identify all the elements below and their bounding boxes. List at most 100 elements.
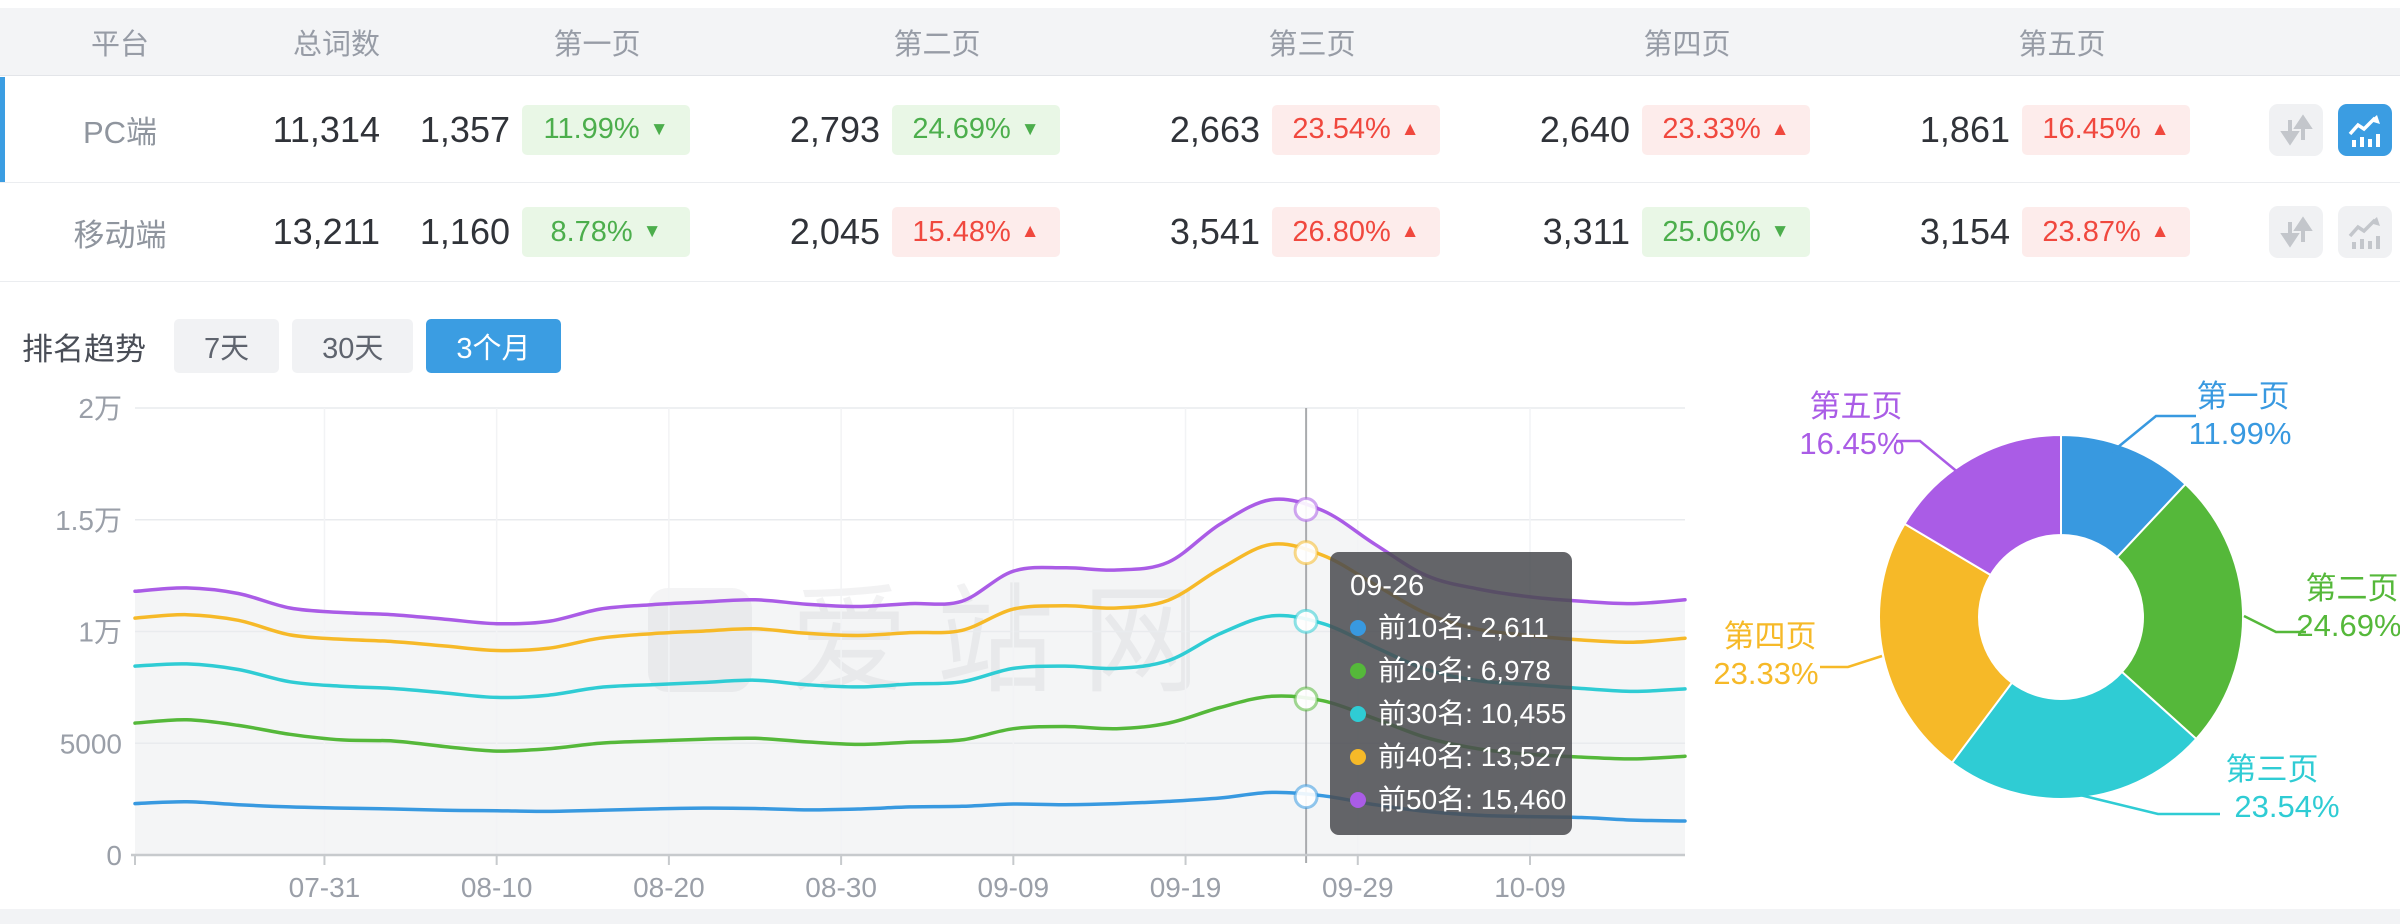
sort-button[interactable] (2269, 103, 2323, 156)
change-percent: 26.80% (1292, 215, 1391, 248)
donut-label-name: 第三页 (2226, 752, 2319, 787)
page5-count: 1,861 (1919, 108, 2010, 150)
tooltip-date: 09-26 (1350, 570, 1425, 602)
tooltip-series-row: 前40名: 13,527 (1350, 735, 1566, 778)
sort-arrows-icon (2280, 113, 2313, 146)
tooltip-series-row: 前50名: 15,460 (1350, 778, 1566, 821)
x-tick-label: 08-10 (461, 872, 533, 903)
platform-label: PC端 (82, 115, 158, 150)
page2-count: 2,793 (789, 108, 880, 150)
change-percent: 23.54% (1292, 113, 1391, 145)
donut-label-name: 第五页 (1810, 389, 1903, 424)
tooltip-series-text: 前30名: 10,455 (1378, 698, 1567, 729)
show-trend-button[interactable] (2338, 103, 2392, 156)
y-tick-label: 0 (106, 840, 122, 871)
page5-cell: 1,861 16.45% ▲ (1810, 104, 2190, 155)
x-tick-label: 07-31 (289, 872, 361, 903)
page1-count: 1,357 (419, 108, 510, 150)
tooltip-series-text: 前20名: 6,978 (1378, 655, 1551, 686)
watermark: 爱站网 (648, 576, 1200, 708)
page3-change-badge: 26.80% ▲ (1272, 207, 1440, 257)
rank-trend-line-chart[interactable]: 爱站网 07-31 08-10 08-20 08-30 09-09 09-19 09-29 10… (0, 380, 1700, 924)
page4-count: 3,311 (1542, 211, 1630, 252)
donut-slice-第四页[interactable] (1878, 522, 2014, 765)
tab-7days[interactable]: 7天 (174, 319, 280, 373)
total-keywords: 11,314 (272, 108, 380, 150)
col-header-total: 总词数 (292, 28, 380, 61)
x-tick-label: 08-20 (633, 872, 705, 903)
trend-chart-icon (2348, 114, 2380, 147)
hover-marker-前20名 (1293, 686, 1319, 712)
trend-up-arrow-icon: ▲ (1400, 221, 1420, 242)
page1-change-badge: 11.99% ▼ (522, 104, 690, 155)
col-header-page4: 第四页 (1643, 28, 1731, 61)
x-tick-label: 09-29 (1322, 872, 1394, 903)
donut-slice-第二页[interactable] (2115, 482, 2245, 741)
page1-count: 1,160 (419, 211, 510, 252)
page3-cell: 3,541 26.80% ▲ (1060, 207, 1440, 257)
col-header-page3: 第三页 (1268, 28, 1356, 61)
donut-label-percent: 23.54% (2234, 789, 2339, 824)
page1-cell: 1,357 11.99% ▼ (380, 104, 690, 155)
platform-label: 移动端 (73, 217, 167, 253)
table-row-mobile[interactable]: 移动端 13,211 1,160 8.78% ▼ 2,045 15.48% ▲ … (0, 183, 2400, 282)
trend-down-arrow-icon: ▼ (649, 118, 669, 140)
x-tick-label: 08-30 (805, 872, 877, 903)
tooltip-series-row: 前30名: 10,455 (1350, 692, 1566, 735)
tab-3months[interactable]: 3个月 (426, 319, 561, 373)
page5-cell: 3,154 23.87% ▲ (1810, 207, 2190, 257)
trend-up-arrow-icon: ▲ (2150, 221, 2170, 242)
tooltip-series-text: 前40名: 13,527 (1378, 741, 1567, 772)
donut-label-name: 第四页 (1724, 619, 1817, 654)
hover-marker-前40名 (1293, 540, 1319, 566)
change-percent: 24.69% (912, 113, 1011, 145)
page3-cell: 2,663 23.54% ▲ (1060, 104, 1440, 155)
hover-marker-前10名 (1293, 784, 1319, 810)
trend-down-arrow-icon: ▼ (642, 221, 662, 242)
donut-label-percent: 16.45% (1799, 426, 1904, 461)
page2-change-badge: 24.69% ▼ (892, 104, 1060, 155)
col-header-page5: 第五页 (2018, 28, 2106, 61)
donut-label-name: 第一页 (2197, 379, 2290, 414)
hover-marker-前50名 (1293, 496, 1319, 522)
col-header-platform: 平台 (90, 28, 149, 61)
table-header: 平台 总词数 第一页 第二页 第三页 第四页 第五页 (0, 8, 2400, 76)
trend-up-arrow-icon: ▲ (1020, 221, 1040, 242)
sort-button[interactable] (2269, 206, 2323, 258)
page4-cell: 3,311 25.06% ▼ (1440, 207, 1810, 257)
tab-30days[interactable]: 30天 (292, 319, 414, 373)
change-percent: 23.33% (1662, 113, 1761, 145)
show-trend-button[interactable] (2338, 206, 2392, 258)
donut-leader-line (2111, 414, 2196, 453)
series-dot-icon (1350, 791, 1366, 808)
page5-count: 3,154 (1919, 211, 2010, 252)
page5-change-badge: 16.45% ▲ (2022, 104, 2190, 155)
tooltip-series-row: 前20名: 6,978 (1350, 649, 1552, 692)
trend-up-arrow-icon: ▲ (1770, 118, 1790, 140)
trend-up-arrow-icon: ▲ (2150, 118, 2170, 140)
page4-change-badge: 23.33% ▲ (1642, 104, 1810, 155)
row-actions (2190, 206, 2400, 258)
change-percent: 8.78% (550, 215, 633, 248)
table-row-pc[interactable]: PC端 11,314 1,357 11.99% ▼ 2,793 24.69% ▼… (0, 77, 2400, 183)
tooltip-series-row: 前10名: 2,611 (1350, 606, 1552, 649)
trend-up-arrow-icon: ▲ (1400, 118, 1420, 140)
trend-down-arrow-icon: ▼ (1020, 118, 1040, 140)
area-fill (135, 499, 1685, 855)
sort-arrows-icon (2280, 216, 2313, 248)
y-tick-label: 2万 (78, 393, 122, 424)
series-dot-icon (1350, 705, 1366, 722)
donut-label-name: 第二页 (2306, 571, 2399, 606)
donut-slice-第五页[interactable] (1903, 433, 2062, 577)
chart-tooltip: 09-26 前10名: 2,611 前20名: 6,978 前30名: 10,4… (1330, 552, 1572, 835)
page3-count: 2,663 (1169, 108, 1260, 150)
donut-leader-line (2243, 614, 2306, 634)
y-tick-label: 5000 (60, 728, 122, 759)
page5-change-badge: 23.87% ▲ (2022, 207, 2190, 257)
row-actions (2190, 103, 2400, 156)
y-tick-label: 1.5万 (55, 505, 122, 536)
donut-slice-第三页[interactable] (1950, 670, 2198, 800)
tooltip-series-text: 前10名: 2,611 (1378, 612, 1549, 643)
